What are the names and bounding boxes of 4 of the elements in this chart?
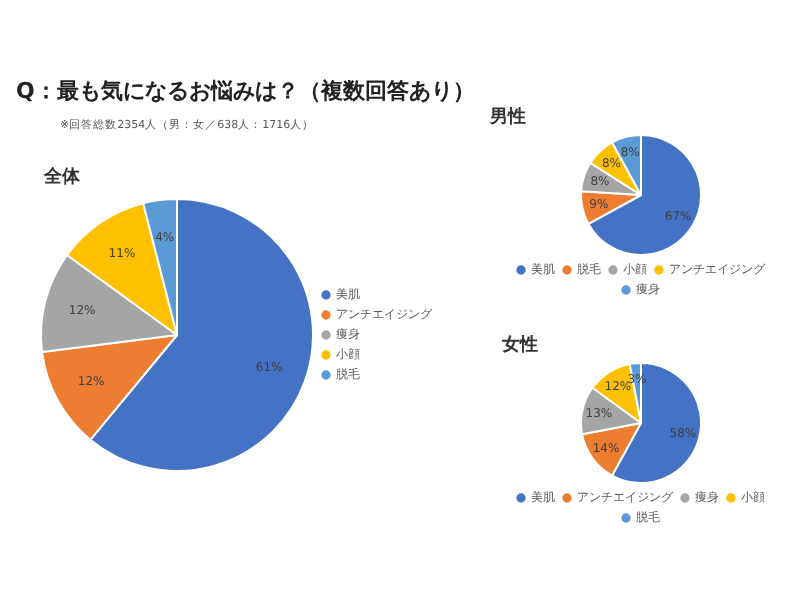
text: Q：最も気になるお悩みは？（複数回答あり）: [16, 76, 477, 106]
chart-title: 女性: [502, 333, 540, 358]
chart-title: 男性: [490, 105, 528, 130]
chart-title: 全体: [44, 165, 82, 190]
